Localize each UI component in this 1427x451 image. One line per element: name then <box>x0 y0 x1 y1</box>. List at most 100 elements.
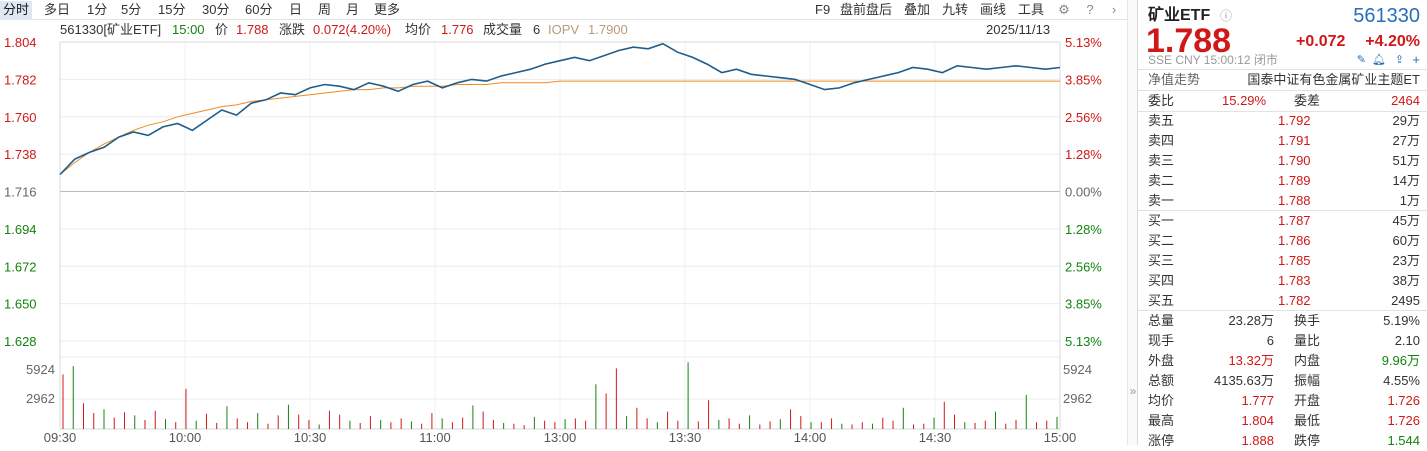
info-circle-icon[interactable]: ⓘ <box>1220 9 1233 23</box>
volume-tick-label: 5924 <box>26 362 55 377</box>
alert-bell-icon[interactable]: 🔔︎ <box>1372 54 1386 66</box>
volume-value: 6 <box>533 22 541 37</box>
tab-multiday[interactable]: 多日 <box>44 2 71 17</box>
stat-row[interactable]: 现手 6 量比 2.10 <box>1144 331 1422 351</box>
bid-price: 1.783 <box>1278 273 1311 288</box>
tab-30min[interactable]: 30分 <box>202 2 230 17</box>
bid-label: 买三 <box>1148 253 1175 268</box>
y-tick-label: 1.716 <box>4 185 37 200</box>
weibi-label: 委比 <box>1148 93 1175 108</box>
pct-tick-label: 3.85% <box>1065 297 1102 312</box>
collapse-panel-handle[interactable]: » <box>1127 0 1137 445</box>
bid-label: 买二 <box>1148 233 1175 248</box>
ask-price: 1.791 <box>1278 133 1311 148</box>
tab-60min[interactable]: 60分 <box>245 2 273 17</box>
ask-row[interactable]: 卖五 1.792 29万 <box>1144 111 1422 131</box>
stat-value: 1.777 <box>1241 393 1274 408</box>
ask-price: 1.790 <box>1278 153 1311 168</box>
nine-turn-button[interactable]: 九转 <box>942 2 969 17</box>
bid-label: 买四 <box>1148 273 1175 288</box>
weibi-value: 15.29% <box>1222 93 1267 108</box>
y-tick-label: 1.694 <box>4 222 37 237</box>
ask-row[interactable]: 卖四 1.791 27万 <box>1144 131 1422 151</box>
change-value: 0.072(4.20%) <box>313 22 392 37</box>
stat-value: 1.544 <box>1387 433 1420 448</box>
ask-row[interactable]: 卖一 1.788 1万 <box>1144 191 1422 211</box>
ask-row[interactable]: 卖二 1.789 14万 <box>1144 171 1422 191</box>
bid-price: 1.782 <box>1278 293 1311 308</box>
y-tick-label: 1.650 <box>4 297 37 312</box>
tools-button[interactable]: 工具 <box>1018 2 1045 17</box>
stat-label: 外盘 <box>1148 353 1175 368</box>
bid-row[interactable]: 买三 1.785 23万 <box>1144 251 1422 271</box>
price-change-pct: +4.20% <box>1365 33 1420 50</box>
ask-price: 1.792 <box>1278 113 1311 128</box>
stat-row[interactable]: 总量 23.28万 换手 5.19% <box>1144 311 1422 331</box>
ask-volume: 51万 <box>1392 153 1420 168</box>
stat-label: 总量 <box>1148 313 1175 328</box>
tab-day[interactable]: 日 <box>289 2 303 17</box>
premarket-button[interactable]: 盘前盘后 <box>840 2 893 17</box>
share-icon[interactable]: ⇪ <box>1394 54 1404 66</box>
tab-month[interactable]: 月 <box>346 2 360 17</box>
chevron-right-icon[interactable]: › <box>1111 2 1117 17</box>
weicha-label: 委差 <box>1294 93 1321 108</box>
stat-label: 最高 <box>1148 413 1175 428</box>
nav-trend-link[interactable]: 净值走势 <box>1148 72 1201 87</box>
y-tick-label: 1.804 <box>4 35 37 50</box>
market-status: SSE CNY 15:00:12 闭市 <box>1148 53 1278 67</box>
quote-panel: 矿业ETF ⓘ 561330 1.788 +0.072 +4.20% SSE C… <box>1137 0 1427 448</box>
tab-intraday[interactable]: 分时 <box>0 1 33 19</box>
bid-price: 1.787 <box>1278 213 1311 228</box>
security-code: 561330 <box>1353 5 1420 27</box>
price-label: 价 <box>215 22 229 37</box>
pct-tick-label: 0.00% <box>1065 185 1102 200</box>
x-tick-label: 15:00 <box>1044 430 1077 445</box>
settings-gear-icon[interactable]: ⚙ <box>1058 2 1070 17</box>
stat-label: 振幅 <box>1294 373 1321 388</box>
iopv-value: 1.7900 <box>588 22 628 37</box>
y-tick-label: 1.760 <box>4 110 37 125</box>
stat-row[interactable]: 外盘 13.32万 内盘 9.96万 <box>1144 351 1422 371</box>
bid-row[interactable]: 买四 1.783 38万 <box>1144 271 1422 291</box>
bid-volume: 23万 <box>1392 253 1420 268</box>
x-tick-label: 14:30 <box>919 430 952 445</box>
stat-row[interactable]: 总额 4135.63万 振幅 4.55% <box>1144 371 1422 391</box>
stat-value: 6 <box>1266 333 1274 348</box>
f9-button[interactable]: F9 <box>815 2 831 17</box>
ask-label: 卖四 <box>1148 133 1175 148</box>
intraday-chart[interactable]: 1.804 5.13% 1.782 3.85% 1.760 2.56% 1.738 1.28%… <box>0 21 1127 445</box>
help-icon[interactable]: ? <box>1086 2 1094 17</box>
stat-row[interactable]: 均价 1.777 开盘 1.726 <box>1144 391 1422 411</box>
tab-week[interactable]: 周 <box>318 2 332 17</box>
stat-row[interactable]: 最高 1.804 最低 1.726 <box>1144 411 1422 431</box>
bid-row[interactable]: 买一 1.787 45万 <box>1144 211 1422 231</box>
tab-more[interactable]: 更多 <box>374 2 401 17</box>
price-line <box>59 42 1061 176</box>
bid-volume: 45万 <box>1392 213 1420 228</box>
ask-price: 1.789 <box>1278 173 1311 188</box>
stat-label: 内盘 <box>1294 353 1321 368</box>
stat-label: 均价 <box>1148 393 1175 408</box>
draw-line-button[interactable]: 画线 <box>980 2 1007 17</box>
iopv-label: IOPV <box>548 22 580 37</box>
avg-value: 1.776 <box>441 22 474 37</box>
tab-1min[interactable]: 1分 <box>87 2 108 17</box>
bid-label: 买五 <box>1148 293 1175 308</box>
stat-value: 1.888 <box>1241 433 1274 448</box>
add-icon[interactable]: + <box>1412 52 1420 67</box>
bid-price: 1.785 <box>1278 253 1311 268</box>
volume-tick-label: 5924 <box>1063 362 1092 377</box>
security-name: 矿业ETF <box>1148 7 1211 24</box>
stat-row[interactable]: 涨停 1.888 跌停 1.544 <box>1144 431 1422 451</box>
pct-tick-label: 1.28% <box>1065 147 1102 162</box>
overlay-button[interactable]: 叠加 <box>904 2 931 17</box>
edit-icon[interactable]: ✎ <box>1356 54 1366 66</box>
bid-row[interactable]: 买五 1.782 2495 <box>1144 291 1422 311</box>
bid-row[interactable]: 买二 1.786 60万 <box>1144 231 1422 251</box>
tab-15min[interactable]: 15分 <box>158 2 186 17</box>
ask-row[interactable]: 卖三 1.790 51万 <box>1144 151 1422 171</box>
tab-5min[interactable]: 5分 <box>121 2 142 17</box>
y-tick-label: 1.782 <box>4 72 37 87</box>
x-tick-label: 09:30 <box>44 430 77 445</box>
